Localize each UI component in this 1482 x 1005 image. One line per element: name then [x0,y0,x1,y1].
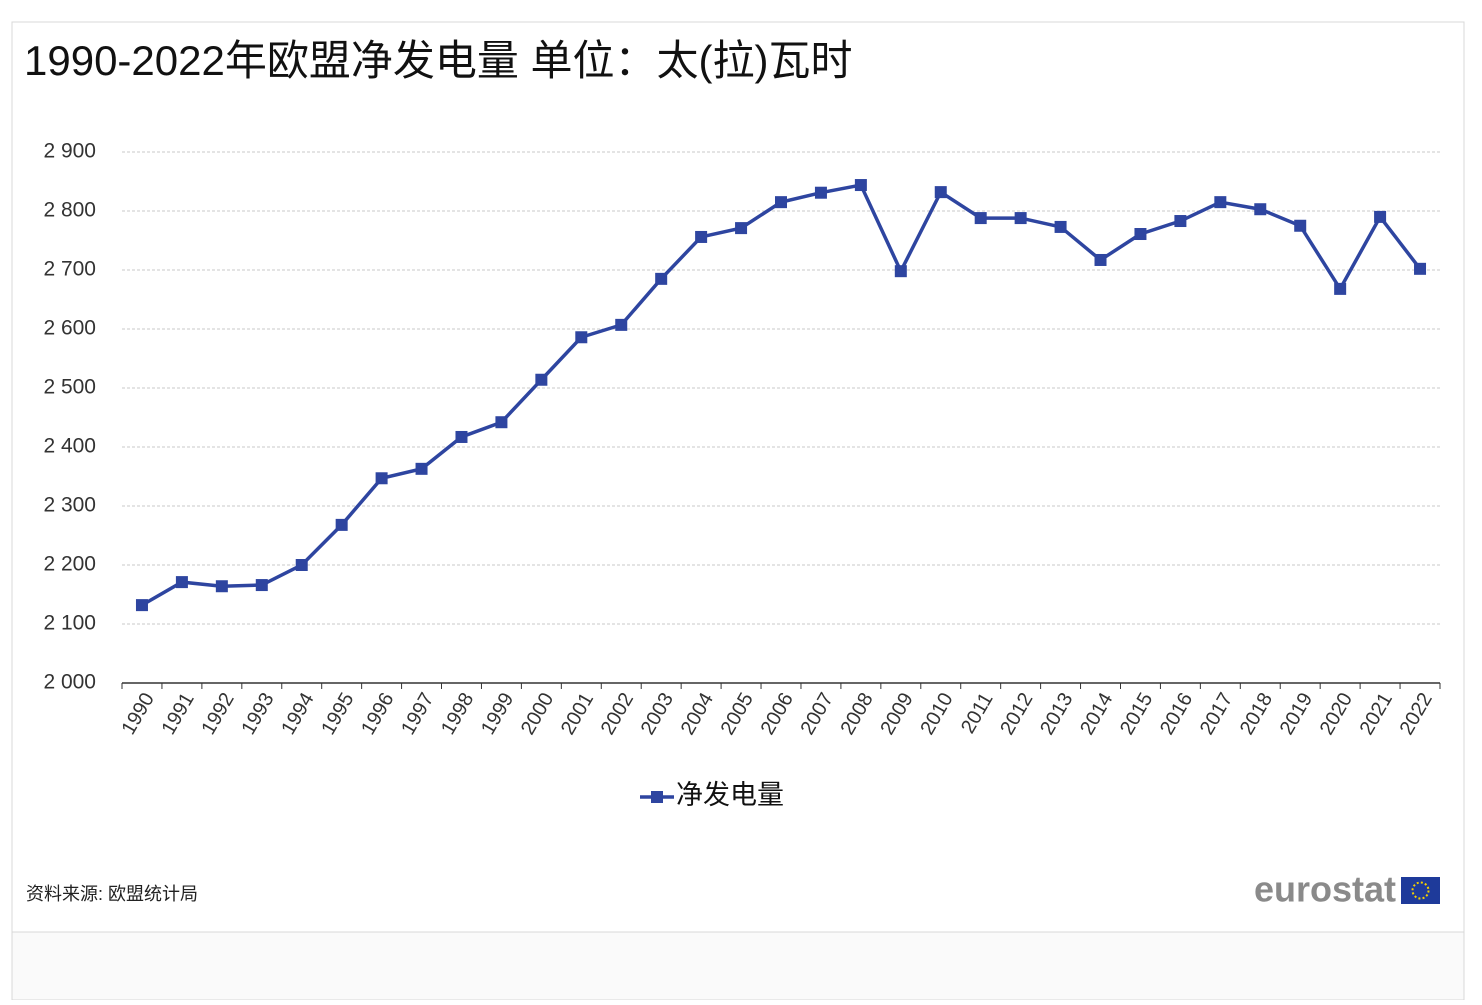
marker [1414,262,1427,275]
marker [1134,228,1147,241]
marker [934,186,947,199]
y-tick-label: 2 200 [43,553,96,576]
marker [255,579,268,592]
marker [495,416,508,429]
y-tick-label: 2 600 [43,317,96,340]
marker [335,518,348,531]
marker [175,576,188,589]
marker [894,265,907,278]
marker [1294,219,1307,232]
marker [1254,203,1267,216]
marker [135,599,148,612]
logo-flag [1401,877,1440,904]
marker [295,559,308,571]
logo: eurostat [1254,869,1396,910]
legend-marker [651,791,663,803]
y-tick-label: 2 400 [43,435,96,458]
y-tick-label: 2 900 [43,140,96,163]
card [11,21,1465,933]
marker [1334,282,1347,295]
marker [615,318,628,331]
marker [1374,210,1387,223]
marker [814,186,827,199]
footer-panel [11,931,1465,1001]
marker [1174,215,1187,228]
marker [695,230,708,243]
marker [1214,196,1227,209]
marker [1054,220,1067,233]
y-tick-label: 2 300 [43,494,96,517]
y-tick-label: 2 100 [43,612,96,635]
marker [575,331,588,344]
marker [455,430,468,443]
y-tick-label: 2 700 [43,258,96,281]
marker [215,580,228,593]
marker [415,462,428,475]
source: 资料来源: 欧盟统计局 [26,884,198,904]
legend-label: 净发电量 [676,780,784,810]
marker [535,373,548,386]
logo-stars [1411,881,1430,900]
marker [655,272,668,285]
marker [974,212,987,225]
chart-title: 1990-2022年欧盟净发电量 单位：太(拉)瓦时 [24,37,853,84]
marker [735,222,748,235]
y-tick-label: 2 800 [43,199,96,222]
marker [1094,253,1107,266]
y-tick-label: 2 000 [43,671,96,694]
marker [375,472,388,485]
marker [775,196,787,209]
marker [1014,212,1027,225]
marker [854,179,867,192]
y-tick-label: 2 500 [43,376,96,399]
